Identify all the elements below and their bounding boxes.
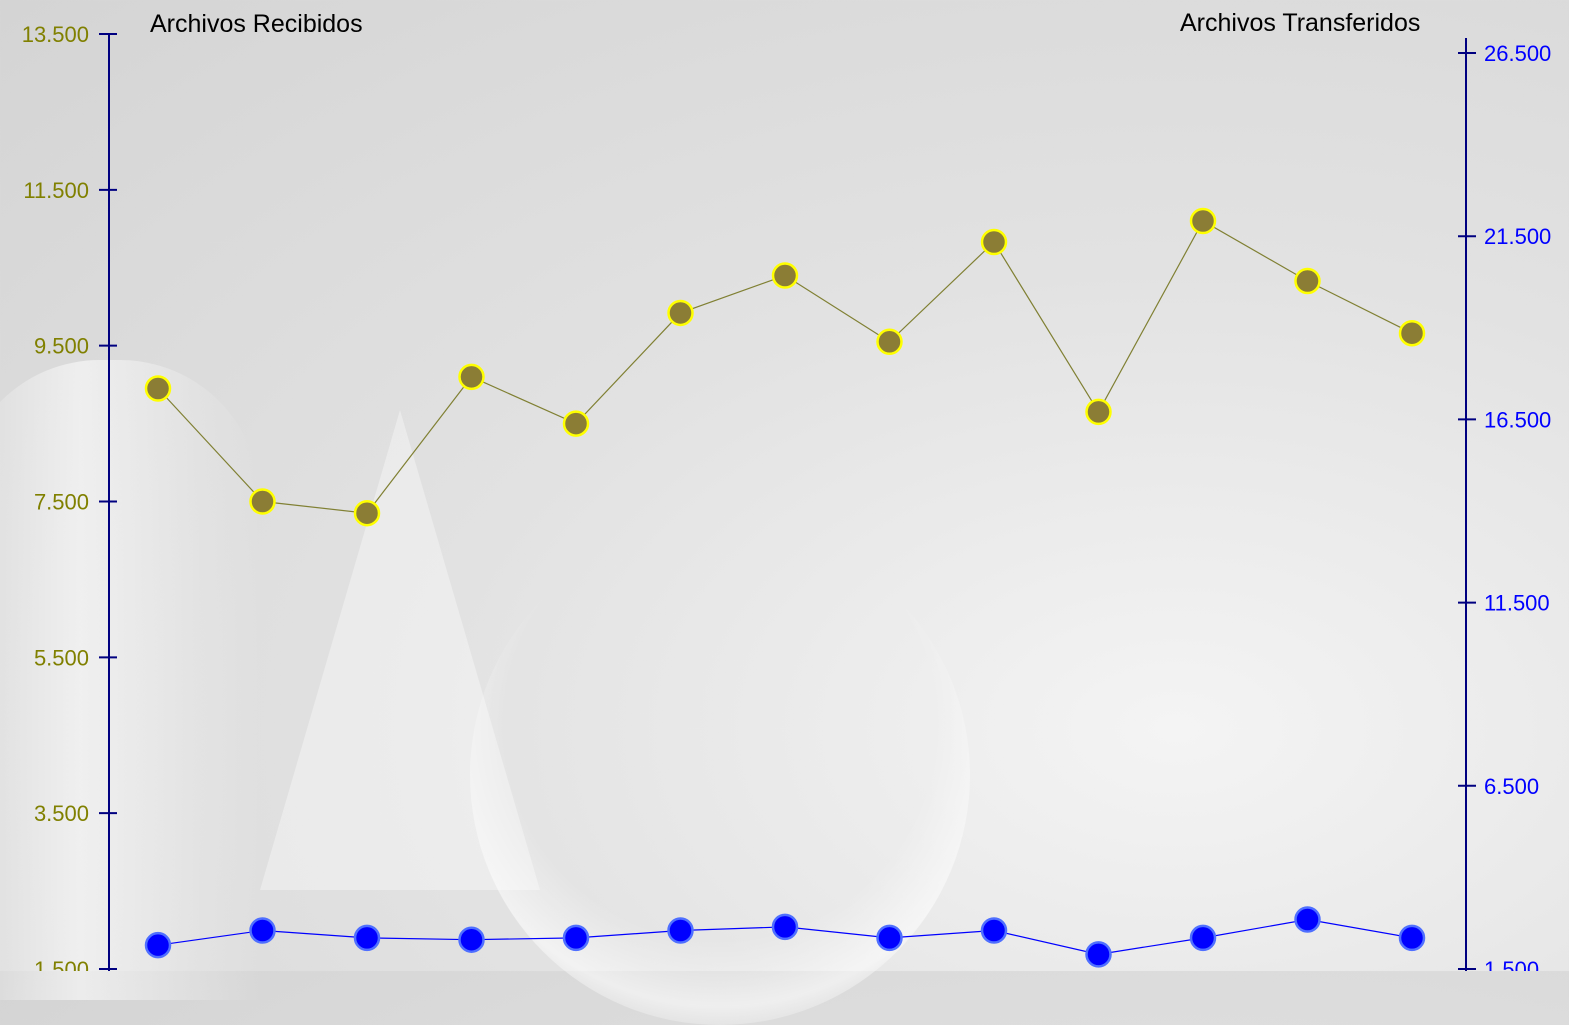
right-axis-title: Archivos Transferidos (1180, 9, 1420, 37)
left-tick-label: 13.500 (22, 22, 89, 47)
right-tick-label: 21.500 (1484, 224, 1551, 249)
series-1-point (562, 410, 590, 437)
left-tick-label: 1.500 (34, 957, 89, 971)
series-1-point (667, 299, 694, 327)
right-tick-label: 1.500 (1484, 957, 1539, 971)
series-1-point (353, 499, 381, 527)
series-1-point (1085, 398, 1112, 426)
series-layer (144, 207, 1426, 968)
series-2-point (667, 917, 694, 944)
series-2-point (1189, 924, 1217, 952)
series-1-point (249, 488, 276, 515)
right-tick-label: 16.500 (1484, 407, 1551, 432)
series-2-point (876, 924, 903, 952)
left-tick-label: 7.500 (34, 490, 89, 515)
left-tick-label: 9.500 (34, 334, 89, 359)
right-tick-label: 11.500 (1484, 591, 1550, 616)
left-tick-label: 3.500 (34, 801, 89, 826)
series-2-point (458, 926, 485, 953)
right-axis-ticks: 26.500 21.500 16.500 11.500 6.500 1.500 (1458, 41, 1551, 971)
series-1-point (1398, 319, 1426, 347)
series-2-point (144, 931, 172, 959)
series-2-point (562, 924, 590, 952)
series-2-point (980, 917, 1008, 944)
right-tick-label: 6.500 (1484, 774, 1539, 799)
series-1-point (876, 328, 903, 356)
dual-axis-line-chart: Archivos Recibidos Archivos Transferidos… (22, 9, 1551, 971)
left-axis-ticks: 13.500 11.500 9.500 7.500 5.500 3.500 1.500 (22, 22, 117, 971)
left-axis-title: Archivos Recibidos (150, 10, 363, 38)
series-2-point (249, 917, 276, 944)
right-tick-label: 26.500 (1484, 41, 1551, 66)
series-1-point (458, 363, 485, 391)
background-cylinder-decoration (0, 360, 260, 1000)
left-tick-label: 5.500 (34, 645, 89, 670)
series-1-point (1294, 267, 1321, 295)
series-2-point (353, 924, 381, 952)
series-2-point (1294, 906, 1321, 933)
series-2-point (771, 913, 799, 941)
series-1-point (1189, 207, 1217, 235)
series-2-point (1085, 941, 1112, 968)
series-1-point (144, 375, 172, 402)
series-1-point (771, 262, 799, 289)
series-2-point (1398, 924, 1426, 952)
series-1-point (980, 228, 1008, 256)
left-tick-label: 11.500 (23, 178, 89, 203)
